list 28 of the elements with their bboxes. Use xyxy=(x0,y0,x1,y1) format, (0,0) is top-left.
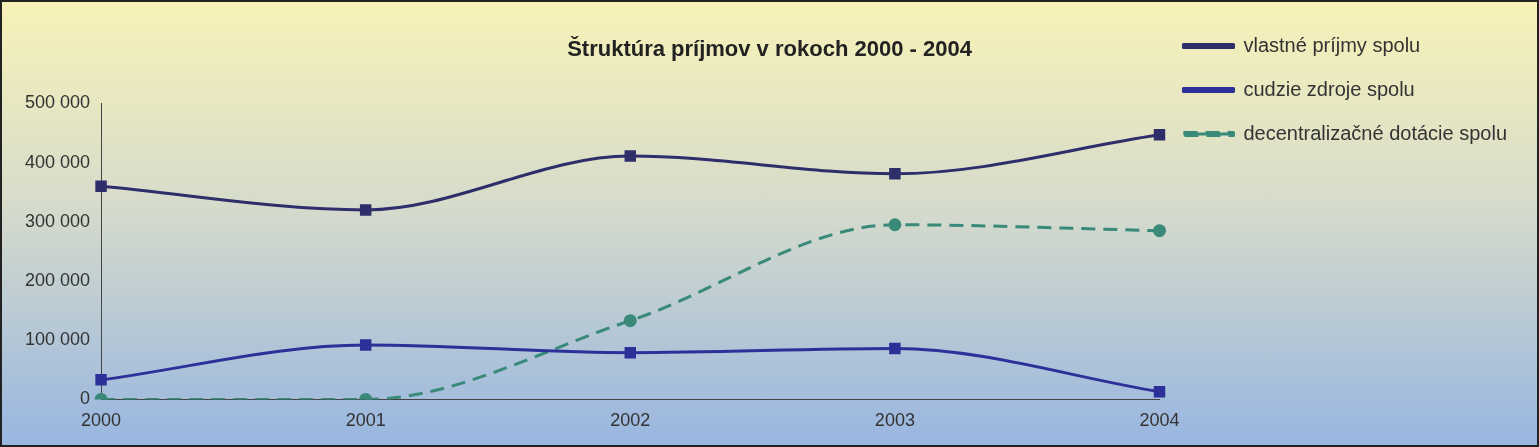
point xyxy=(359,204,372,216)
point xyxy=(1152,224,1166,238)
legend-label: cudzie zdroje spolu xyxy=(1243,77,1415,100)
point xyxy=(1153,129,1166,141)
y-tick-label: 500 000 xyxy=(24,92,91,113)
y-tick-label: 200 000 xyxy=(24,269,91,290)
x-tick-label: 2001 xyxy=(345,410,386,431)
y-tick-label: 100 000 xyxy=(24,329,91,350)
x-tick-label: 2002 xyxy=(610,410,651,431)
legend-label: decentralizačné dotácie spolu xyxy=(1243,121,1508,144)
point xyxy=(359,339,372,351)
point xyxy=(95,180,107,193)
x-tick-label: 2003 xyxy=(874,410,915,431)
y-tick-label: 300 000 xyxy=(24,210,91,231)
point xyxy=(623,314,637,328)
chart-title: Štruktúra príjmov v rokoch 2000 - 2004 xyxy=(567,36,973,62)
x-tick-label: 2000 xyxy=(81,410,122,431)
point xyxy=(889,342,901,355)
point xyxy=(624,346,637,359)
legend-label: vlastné príjmy spolu xyxy=(1243,33,1421,56)
point xyxy=(624,150,637,162)
y-tick-label: 0 xyxy=(80,388,91,409)
x-tick-label: 2004 xyxy=(1139,410,1180,431)
point xyxy=(889,168,901,180)
point xyxy=(888,218,902,232)
point xyxy=(1153,385,1166,398)
y-tick-label: 400 000 xyxy=(24,151,91,172)
point xyxy=(95,374,107,386)
